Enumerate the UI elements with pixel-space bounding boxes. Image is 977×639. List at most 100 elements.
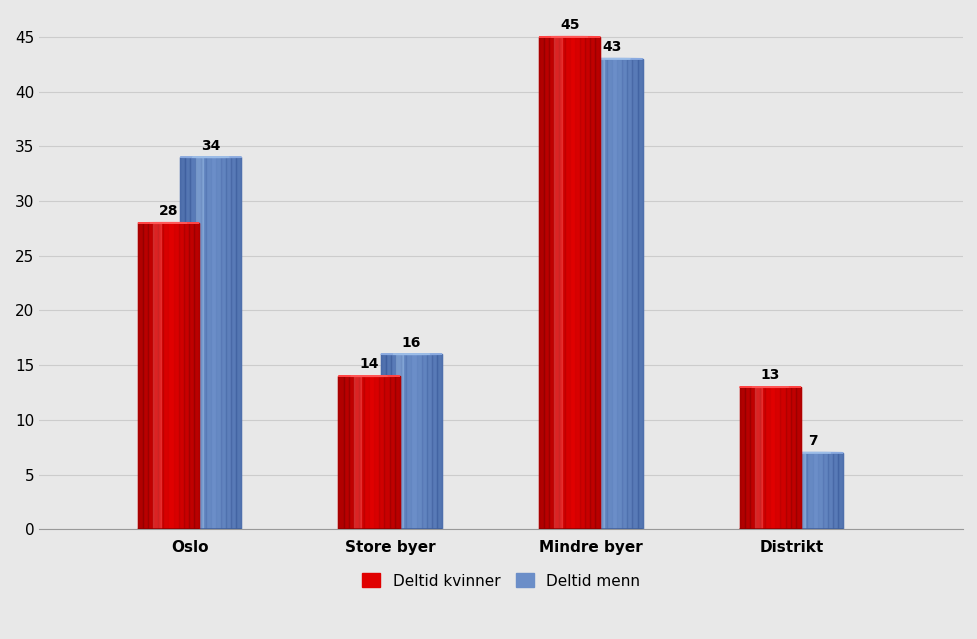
Bar — [807, 453, 812, 529]
Bar — [832, 453, 837, 529]
Bar — [822, 453, 828, 529]
Bar — [584, 37, 589, 529]
Bar — [785, 387, 789, 529]
Bar — [138, 223, 143, 529]
Bar — [191, 157, 195, 529]
Bar — [554, 37, 559, 529]
Bar — [580, 59, 586, 529]
Text: 34: 34 — [201, 139, 220, 153]
Ellipse shape — [538, 529, 600, 530]
Bar — [189, 223, 193, 529]
Bar — [354, 376, 359, 529]
Bar — [343, 376, 348, 529]
Bar — [817, 453, 822, 529]
Bar — [580, 59, 642, 529]
Text: 13: 13 — [760, 368, 779, 382]
Bar — [564, 37, 569, 529]
Bar — [163, 223, 168, 529]
Ellipse shape — [739, 529, 800, 530]
Bar — [591, 59, 596, 529]
Bar — [432, 354, 437, 529]
Text: 45: 45 — [559, 18, 578, 32]
Bar — [637, 59, 642, 529]
Bar — [743, 387, 749, 529]
Bar — [338, 376, 343, 529]
Ellipse shape — [580, 58, 642, 59]
Bar — [601, 59, 607, 529]
Bar — [791, 453, 796, 529]
Bar — [754, 387, 759, 529]
Bar — [437, 354, 442, 529]
Bar — [589, 37, 595, 529]
Bar — [211, 157, 216, 529]
Bar — [193, 223, 199, 529]
Text: 7: 7 — [807, 434, 817, 448]
Bar — [782, 453, 842, 529]
Bar — [789, 387, 795, 529]
Bar — [401, 354, 405, 529]
Bar — [621, 59, 626, 529]
Bar — [549, 37, 554, 529]
Bar — [770, 387, 775, 529]
Bar — [612, 59, 616, 529]
Bar — [391, 354, 396, 529]
Bar — [559, 37, 564, 529]
Bar — [632, 59, 637, 529]
Bar — [348, 376, 354, 529]
Ellipse shape — [782, 452, 842, 453]
Bar — [363, 376, 368, 529]
Bar — [354, 376, 361, 529]
Bar — [200, 157, 205, 529]
Bar — [416, 354, 421, 529]
Ellipse shape — [338, 529, 400, 530]
Bar — [421, 354, 426, 529]
Bar — [184, 223, 189, 529]
Ellipse shape — [138, 222, 199, 223]
Bar — [168, 223, 174, 529]
Bar — [143, 223, 148, 529]
Bar — [626, 59, 632, 529]
Bar — [396, 354, 401, 529]
Bar — [405, 354, 411, 529]
Bar — [754, 387, 761, 529]
Bar — [195, 157, 200, 529]
Text: 16: 16 — [402, 335, 421, 350]
Bar — [359, 376, 363, 529]
Bar — [786, 453, 791, 529]
Bar — [569, 37, 574, 529]
Bar — [812, 453, 817, 529]
Bar — [828, 453, 832, 529]
Bar — [368, 376, 374, 529]
Bar — [749, 387, 754, 529]
Bar — [538, 37, 543, 529]
Bar — [379, 376, 384, 529]
Bar — [216, 157, 221, 529]
Bar — [586, 59, 591, 529]
Bar — [185, 157, 191, 529]
Bar — [616, 59, 621, 529]
Bar — [596, 59, 604, 529]
Bar — [386, 354, 391, 529]
Bar — [384, 376, 389, 529]
Bar — [596, 59, 601, 529]
Bar — [226, 157, 231, 529]
Bar — [231, 157, 236, 529]
Bar — [174, 223, 179, 529]
Bar — [411, 354, 416, 529]
Bar — [801, 453, 807, 529]
Bar — [780, 387, 785, 529]
Ellipse shape — [380, 354, 442, 355]
Bar — [543, 37, 549, 529]
Bar — [374, 376, 379, 529]
Ellipse shape — [580, 529, 642, 530]
Bar — [153, 223, 160, 529]
Bar — [380, 354, 386, 529]
Bar — [739, 387, 800, 529]
Bar — [579, 37, 584, 529]
Bar — [739, 387, 743, 529]
Bar — [607, 59, 612, 529]
Bar — [759, 387, 764, 529]
Bar — [538, 37, 600, 529]
Ellipse shape — [180, 529, 241, 530]
Bar — [782, 453, 786, 529]
